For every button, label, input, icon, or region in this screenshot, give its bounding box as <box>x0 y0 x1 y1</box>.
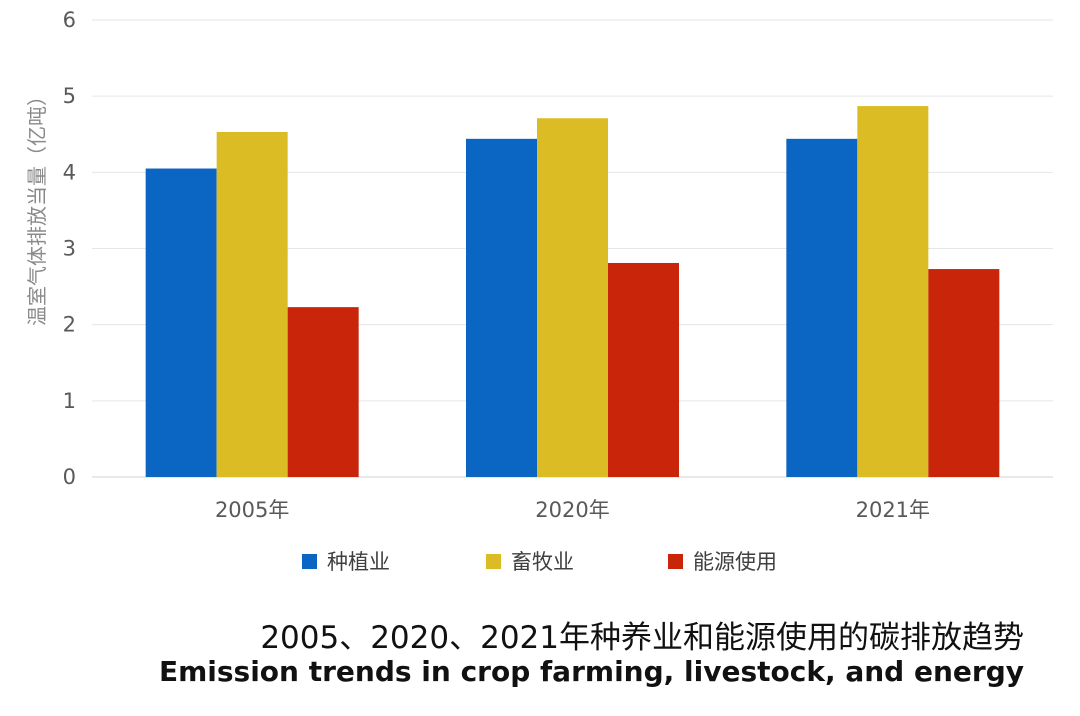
chart-subtitle: Emission trends in crop farming, livesto… <box>158 655 1024 688</box>
legend-item: 畜牧业 <box>486 546 574 576</box>
bar-2-3 <box>857 106 929 478</box>
bar-3-1 <box>287 307 359 477</box>
legend-label: 种植业 <box>327 550 390 574</box>
y-axis-ticks: 0 1 2 3 4 5 6 <box>63 8 76 489</box>
x-category-label: 2005年 <box>215 498 289 522</box>
x-axis-categories: 2005年 2020年 2021年 <box>215 498 930 522</box>
legend-item: 能源使用 <box>668 546 777 576</box>
legend-swatch <box>668 553 683 569</box>
y-tick-label: 2 <box>63 313 76 337</box>
legend-label: 畜牧业 <box>511 550 574 574</box>
bar-3-2 <box>608 262 679 477</box>
bar-1-2 <box>466 138 537 477</box>
y-tick-label: 1 <box>63 389 76 413</box>
x-category-label: 2020年 <box>535 498 609 522</box>
chart-title: 2005、2020、2021年种养业和能源使用的碳排放趋势 <box>260 620 1024 656</box>
y-tick-label: 4 <box>63 160 76 184</box>
bar-chart: 0 1 2 3 4 5 6 2005年 2020年 2021年 温室气体排放当量（亿吨） <box>25 8 1053 522</box>
bar-3-3 <box>928 269 1000 477</box>
y-tick-label: 5 <box>63 84 76 108</box>
bar-2-1 <box>216 131 288 477</box>
x-category-label: 2021年 <box>856 498 930 522</box>
y-tick-label: 0 <box>63 465 76 489</box>
bar-2-2 <box>537 118 608 477</box>
y-tick-label: 6 <box>63 8 76 32</box>
legend-item: 种植业 <box>302 546 390 576</box>
legend-swatch <box>486 553 501 569</box>
y-tick-label: 3 <box>63 237 76 261</box>
legend: 种植业 畜牧业 能源使用 <box>0 546 1080 576</box>
y-axis-label: 温室气体排放当量（亿吨） <box>25 86 49 326</box>
bar-1-1 <box>145 168 217 477</box>
bar-1-3 <box>786 138 858 477</box>
legend-label: 能源使用 <box>693 550 777 574</box>
legend-swatch <box>302 553 317 569</box>
bars <box>145 106 1000 478</box>
